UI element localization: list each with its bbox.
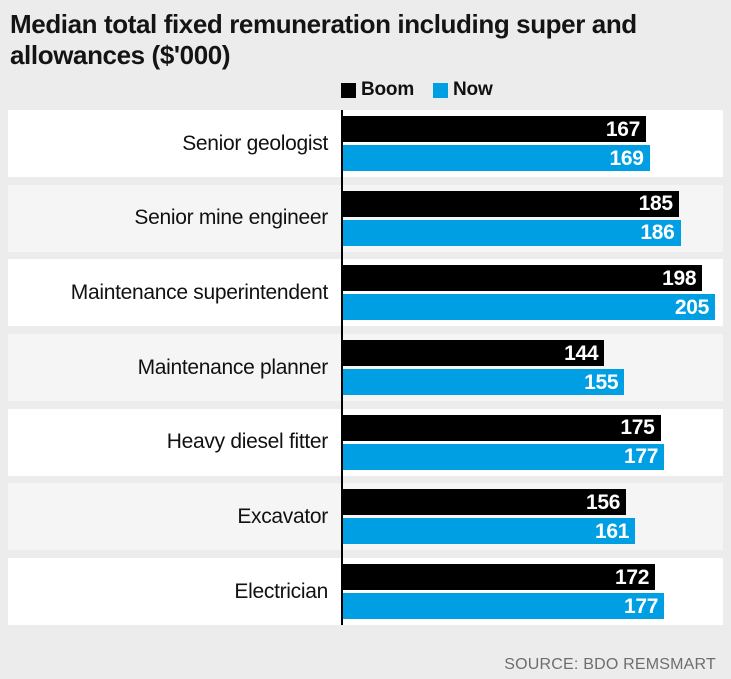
legend-item-boom: Boom bbox=[341, 79, 414, 101]
category-label: Excavator bbox=[237, 504, 328, 528]
bar-value-label: 198 bbox=[662, 266, 697, 290]
boom-bar: 185 bbox=[343, 190, 679, 217]
now-bar: 177 bbox=[343, 593, 665, 620]
bar-value-label: 144 bbox=[564, 341, 599, 365]
boom-bar: 156 bbox=[343, 489, 627, 516]
baseline-axis bbox=[341, 110, 343, 625]
boom-bar: 198 bbox=[343, 265, 703, 292]
bar-group: 175 177 bbox=[341, 409, 723, 476]
legend-label-now: Now bbox=[453, 79, 493, 100]
boom-bar: 144 bbox=[343, 340, 605, 367]
category-label: Maintenance superintendent bbox=[70, 280, 329, 304]
now-bar: 205 bbox=[343, 294, 715, 321]
bar-value-label: 169 bbox=[609, 146, 644, 170]
category-label: Electrician bbox=[234, 579, 328, 603]
now-swatch-icon bbox=[433, 82, 449, 98]
boom-bar: 172 bbox=[343, 564, 656, 591]
chart-row: Electrician 172 177 bbox=[8, 558, 723, 626]
boom-swatch-icon bbox=[341, 82, 356, 98]
legend-label-boom: Boom bbox=[361, 79, 415, 100]
bar-value-label: 172 bbox=[614, 565, 650, 589]
bar-group: 144 155 bbox=[341, 334, 723, 401]
chart-legend: Boom Now bbox=[341, 79, 731, 101]
chart-row: Excavator 156 161 bbox=[8, 483, 723, 551]
bar-chart: Senior geologist 167 169 Senior mine eng… bbox=[8, 110, 723, 626]
bar-group: 198 205 bbox=[341, 259, 723, 326]
bar-value-label: 177 bbox=[624, 594, 659, 618]
chart-row: Heavy diesel fitter 175 177 bbox=[8, 408, 723, 476]
now-bar: 177 bbox=[343, 443, 665, 470]
boom-bar: 167 bbox=[343, 116, 647, 142]
chart-row: Maintenance superintendent 198 205 bbox=[8, 259, 723, 327]
bar-value-label: 177 bbox=[624, 445, 659, 469]
category-label: Senior geologist bbox=[182, 131, 328, 155]
legend-item-now: Now bbox=[433, 79, 493, 101]
bar-group: 172 177 bbox=[341, 558, 723, 625]
now-bar: 161 bbox=[343, 518, 636, 545]
category-label: Maintenance planner bbox=[137, 355, 329, 379]
bar-value-label: 156 bbox=[585, 490, 621, 514]
now-bar: 186 bbox=[343, 219, 681, 246]
category-label: Senior mine engineer bbox=[134, 206, 328, 230]
bar-value-label: 161 bbox=[595, 519, 630, 543]
chart-rows: Senior geologist 167 169 Senior mine eng… bbox=[8, 110, 723, 626]
chart-row: Senior mine engineer 185 186 bbox=[8, 184, 723, 252]
bar-value-label: 155 bbox=[584, 370, 619, 394]
chart-title: Median total fixed remuneration includin… bbox=[10, 9, 637, 70]
source-credit: SOURCE: BDO REMSMART bbox=[504, 656, 716, 674]
bar-value-label: 186 bbox=[640, 221, 675, 245]
now-bar: 169 bbox=[343, 145, 650, 171]
chart-row: Senior geologist 167 169 bbox=[8, 110, 723, 177]
now-bar: 155 bbox=[343, 369, 625, 396]
bar-value-label: 175 bbox=[620, 416, 655, 440]
bar-group: 185 186 bbox=[341, 185, 723, 252]
chart-row: Maintenance planner 144 155 bbox=[8, 334, 723, 402]
bar-value-label: 205 bbox=[674, 295, 709, 319]
boom-bar: 175 bbox=[343, 414, 661, 441]
bar-group: 167 169 bbox=[341, 110, 723, 177]
bar-value-label: 167 bbox=[605, 117, 641, 141]
category-label: Heavy diesel fitter bbox=[166, 430, 329, 454]
bar-group: 156 161 bbox=[341, 483, 723, 550]
bar-value-label: 185 bbox=[638, 192, 673, 216]
